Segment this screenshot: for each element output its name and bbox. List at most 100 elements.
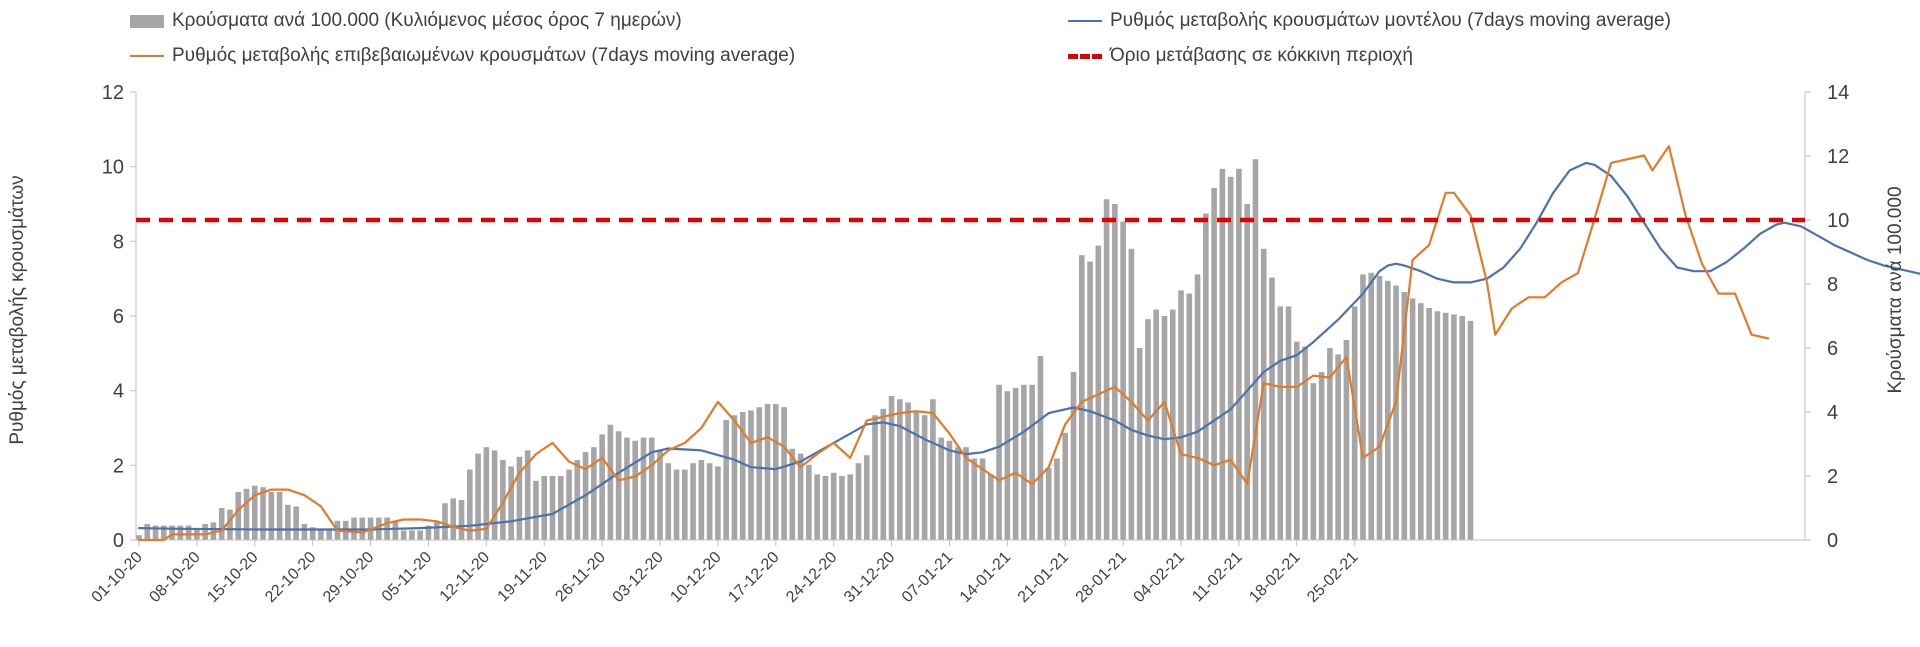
- bar: [946, 440, 953, 540]
- bar: [442, 503, 448, 540]
- right-axis-tick-label: 10: [1827, 210, 1849, 232]
- bar: [1393, 285, 1399, 540]
- bar: [1318, 372, 1325, 540]
- bar: [1178, 290, 1184, 540]
- bar: [1277, 306, 1284, 540]
- bar: [185, 525, 192, 540]
- bar: [971, 458, 978, 540]
- bar: [152, 525, 159, 540]
- bar: [1451, 314, 1457, 540]
- bar: [1219, 168, 1226, 541]
- bar: [301, 524, 308, 540]
- bar: [632, 440, 638, 540]
- bar: [913, 412, 920, 540]
- bar: [1203, 213, 1209, 540]
- bar: [905, 402, 911, 540]
- bar: [640, 437, 647, 540]
- bar: [847, 474, 854, 540]
- bar: [169, 525, 175, 540]
- right-axis-tick-label: 8: [1827, 274, 1838, 296]
- bar: [781, 407, 787, 540]
- x-axis-tick-label: 14-01-21: [957, 549, 1014, 606]
- bar: [400, 530, 407, 540]
- bar: [806, 464, 812, 540]
- bar: [177, 525, 184, 540]
- legend-item-confirmed: Ρυθμός μεταβολής επιβεβαιωμένων κρουσμάτ…: [130, 45, 795, 67]
- bar: [1103, 199, 1110, 540]
- bar: [549, 476, 556, 540]
- bar: [996, 384, 1002, 540]
- bar: [467, 469, 473, 540]
- bar: [797, 453, 804, 540]
- x-axis-tick-label: 25-02-21: [1304, 549, 1361, 606]
- bar: [260, 487, 266, 540]
- bar: [657, 450, 663, 540]
- bar: [541, 476, 548, 540]
- bar: [1360, 274, 1366, 540]
- bar: [508, 466, 514, 540]
- x-axis-tick-label: 22-10-20: [262, 549, 319, 606]
- left-axis-tick-label: 6: [113, 306, 124, 328]
- bar: [326, 528, 333, 540]
- legend-swatch-threshold: [1068, 53, 1102, 59]
- bar: [591, 447, 597, 540]
- bar: [772, 404, 779, 540]
- bar: [648, 437, 655, 540]
- x-axis-tick-label: 03-12-20: [610, 549, 667, 606]
- right-axis-tick-label: 0: [1827, 530, 1838, 552]
- bar: [1244, 204, 1250, 540]
- bar: [1128, 248, 1135, 541]
- bar: [243, 488, 250, 540]
- bar: [748, 410, 754, 540]
- left-axis-title: Ρυθμός μεταβολής κρουσμάτων: [7, 175, 28, 445]
- bar: [318, 528, 324, 540]
- bar: [756, 407, 763, 540]
- bar: [1302, 346, 1308, 540]
- bar: [673, 469, 680, 540]
- bar: [1269, 277, 1275, 540]
- right-axis-title: Κρούσματα ανά 100.000: [1885, 186, 1906, 394]
- bar: [409, 530, 415, 540]
- bar-series: [136, 159, 1474, 541]
- bar: [1153, 309, 1160, 540]
- bar: [988, 474, 994, 540]
- bar: [698, 460, 705, 540]
- bar: [285, 504, 291, 540]
- legend-label-model: Ρυθμός μεταβολής κρουσμάτων μοντέλου (7d…: [1110, 10, 1671, 31]
- bar: [1401, 292, 1408, 540]
- bar: [1236, 168, 1242, 541]
- legend-item-bars: Κρούσματα ανά 100.000 (Κυλιόμενος μέσος …: [130, 10, 682, 32]
- x-axis-tick-label: 12-11-20: [437, 549, 494, 606]
- bar: [1260, 248, 1267, 541]
- bar: [1376, 276, 1383, 540]
- bar: [690, 463, 696, 540]
- left-axis: 0 2 4 6 8 10 12: [102, 82, 137, 552]
- bar: [1161, 316, 1168, 540]
- bar: [1045, 468, 1052, 540]
- right-axis-tick-label: 6: [1827, 338, 1838, 360]
- confirmed-rate-line: [137, 145, 1770, 542]
- bar: [1418, 303, 1424, 540]
- right-axis: 0 2 4 6 8 10 12 14: [1804, 82, 1849, 552]
- bar: [1136, 348, 1143, 540]
- bar: [1335, 354, 1341, 540]
- x-axis-tick-label: 05-11-20: [379, 549, 436, 606]
- bar: [483, 447, 490, 540]
- bar: [715, 466, 721, 540]
- legend-label-bars: Κρούσματα ανά 100.000 (Κυλιόμενος μέσος …: [172, 10, 682, 31]
- bar: [491, 450, 498, 540]
- bar: [723, 420, 729, 540]
- bar: [1327, 348, 1333, 540]
- bar: [1252, 159, 1259, 540]
- bar: [1211, 188, 1217, 540]
- left-axis-tick-label: 8: [113, 231, 124, 253]
- bar: [1351, 306, 1358, 540]
- bar: [1054, 458, 1060, 540]
- left-axis-tick-label: 4: [113, 381, 124, 403]
- bar: [615, 431, 622, 540]
- bar: [475, 453, 481, 540]
- bar: [739, 412, 746, 540]
- bar: [1095, 245, 1102, 540]
- bar: [872, 415, 878, 540]
